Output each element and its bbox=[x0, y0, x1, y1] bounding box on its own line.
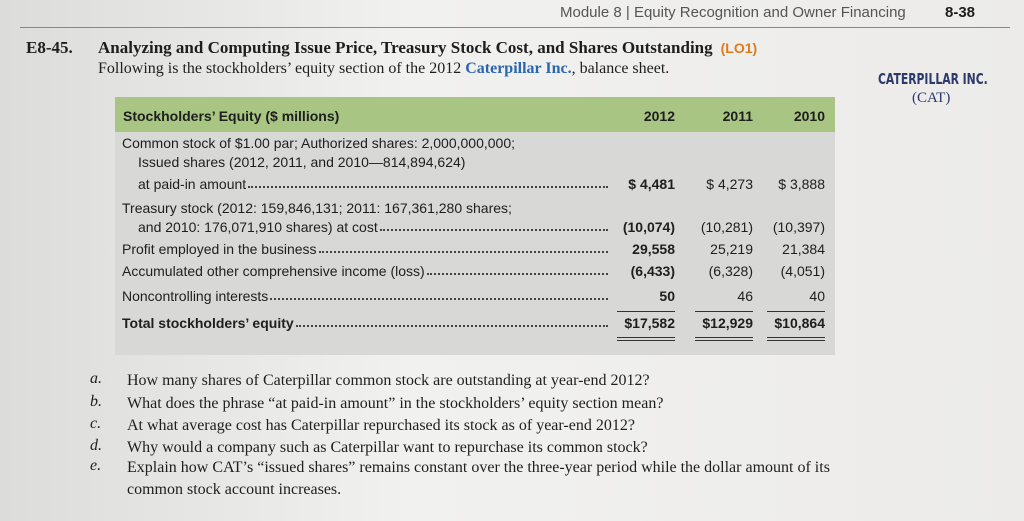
page-number: 8-38 bbox=[945, 4, 976, 21]
cell-value: $17,582 bbox=[624, 315, 675, 331]
header-year: 2010 bbox=[793, 108, 825, 124]
module-header: Module 8 | Equity Recognition and Owner … bbox=[560, 4, 906, 21]
exercise-number: E8-45. bbox=[26, 38, 73, 57]
question-text: Explain how CAT’s “issued shares” remain… bbox=[127, 459, 830, 498]
question-text: What does the phrase “at paid-in amount”… bbox=[127, 395, 664, 412]
cell-value: 46 bbox=[737, 288, 753, 304]
table-header bbox=[115, 97, 835, 132]
label-text: Accumulated other comprehensive income (… bbox=[122, 263, 425, 279]
cell-value: $10,864 bbox=[774, 315, 825, 331]
cell-value: $ 4,273 bbox=[706, 176, 753, 192]
cell-value: 25,219 bbox=[710, 241, 753, 257]
cell-value: $12,929 bbox=[702, 315, 753, 331]
leader bbox=[426, 263, 608, 275]
sum-rule bbox=[695, 311, 753, 312]
label-text: Profit employed in the business bbox=[122, 241, 317, 257]
cell-value: $ 4,481 bbox=[628, 176, 675, 192]
ticker: (CAT) bbox=[912, 90, 951, 106]
total-rule bbox=[695, 337, 753, 338]
leader bbox=[270, 288, 608, 300]
question-letter: c. bbox=[90, 415, 102, 432]
row-label: Common stock of $1.00 par; Authorized sh… bbox=[122, 135, 516, 151]
question-text: At what average cost has Caterpillar rep… bbox=[127, 417, 635, 434]
total-rule bbox=[617, 340, 675, 341]
table bbox=[115, 97, 835, 355]
header-year: 2011 bbox=[722, 108, 753, 124]
title-text: Analyzing and Computing Issue Price, Tre… bbox=[98, 38, 713, 57]
label-text: Total stockholders’ equity bbox=[122, 315, 294, 331]
cell-value: (6,433) bbox=[630, 263, 675, 279]
total-rule bbox=[695, 340, 753, 341]
cell-value: (10,281) bbox=[700, 219, 753, 235]
exercise-title: Analyzing and Computing Issue Price, Tre… bbox=[98, 38, 757, 58]
cell-value: 50 bbox=[659, 288, 675, 304]
row-label: Accumulated other comprehensive income (… bbox=[122, 263, 610, 279]
label-text: and 2010: 176,071,910 shares) at cost bbox=[138, 219, 378, 235]
cell-value: (10,397) bbox=[772, 219, 825, 235]
label-text: Noncontrolling interests bbox=[122, 288, 269, 304]
question-letter: e. bbox=[90, 457, 102, 474]
question-letter: a. bbox=[90, 370, 102, 387]
intro-text: , balance sheet. bbox=[571, 60, 670, 77]
cell-value: (6,328) bbox=[708, 263, 753, 279]
intro-text: Following is the stockholders’ equity se… bbox=[98, 60, 462, 77]
header-label: Stockholders’ Equity ($ millions) bbox=[123, 108, 340, 124]
intro: Following is the stockholders’ equity se… bbox=[98, 60, 669, 78]
total-rule bbox=[617, 337, 675, 338]
sum-rule bbox=[767, 311, 825, 312]
sum-rule bbox=[617, 311, 675, 312]
leader bbox=[248, 176, 608, 188]
leader bbox=[295, 315, 608, 327]
label-text: at paid-in amount bbox=[138, 176, 247, 192]
cell-value: (4,051) bbox=[780, 263, 825, 279]
cell-value: (10,074) bbox=[622, 219, 675, 235]
cell-value: 29,558 bbox=[632, 241, 675, 257]
question-text: How many shares of Caterpillar common st… bbox=[127, 372, 650, 389]
row-label: Profit employed in the business bbox=[122, 241, 610, 257]
row-label: Treasury stock (2012: 159,846,131; 2011:… bbox=[122, 200, 512, 216]
question-text: Why would a company such as Caterpillar … bbox=[127, 439, 648, 456]
cell-value: $ 3,888 bbox=[778, 176, 825, 192]
question-letter: b. bbox=[90, 393, 102, 410]
logo: CATERPILLAR INC. bbox=[878, 70, 988, 88]
row-label: Issued shares (2012, 2011, and 2010—814,… bbox=[138, 154, 466, 170]
cell-value: 21,384 bbox=[782, 241, 825, 257]
learning-objective: (LO1) bbox=[720, 40, 758, 56]
cell-value: 40 bbox=[809, 288, 825, 304]
row-label: Noncontrolling interests bbox=[122, 288, 610, 304]
question-letter: d. bbox=[90, 437, 102, 454]
leader bbox=[379, 219, 608, 231]
total-rule bbox=[767, 340, 825, 341]
row-label: at paid-in amount bbox=[138, 176, 610, 192]
company: Caterpillar Inc. bbox=[465, 60, 572, 77]
total-rule bbox=[767, 337, 825, 338]
row-label: Total stockholders’ equity bbox=[122, 315, 610, 331]
leader bbox=[318, 241, 608, 253]
header-year: 2012 bbox=[643, 108, 675, 124]
row-label: and 2010: 176,071,910 shares) at cost bbox=[138, 219, 610, 235]
rule bbox=[20, 27, 1010, 28]
